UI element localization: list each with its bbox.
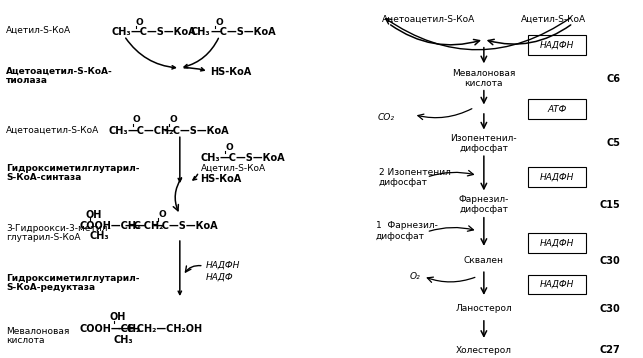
Text: C30: C30	[600, 304, 620, 314]
Text: CH₃: CH₃	[201, 153, 220, 163]
Text: C27: C27	[600, 345, 620, 355]
Text: НАДФН: НАДФН	[540, 280, 574, 289]
Text: CH₃: CH₃	[90, 231, 109, 241]
Text: C5: C5	[607, 138, 620, 148]
Text: O: O	[136, 18, 143, 27]
Text: НАДФ: НАДФ	[205, 273, 233, 282]
Text: 2 Изопентенил-
дифосфат: 2 Изопентенил- дифосфат	[379, 168, 454, 187]
Text: —C—S—КоА: —C—S—КоА	[220, 153, 285, 163]
Text: НАДФН: НАДФН	[540, 40, 574, 49]
Text: C30: C30	[600, 256, 620, 266]
Text: Ацетил-S-КоА: Ацетил-S-КоА	[201, 164, 266, 173]
Text: Гидроксиметилглутарил-: Гидроксиметилглутарил-	[6, 274, 140, 283]
Text: Мевалоновая: Мевалоновая	[6, 326, 69, 336]
Text: —C: —C	[118, 324, 135, 334]
FancyBboxPatch shape	[529, 233, 586, 253]
Text: —C—S—КоА: —C—S—КоА	[131, 27, 196, 37]
Text: OH: OH	[110, 312, 126, 322]
Text: Холестерол: Холестерол	[456, 345, 512, 355]
Text: HS-КоА: HS-КоА	[201, 174, 242, 184]
Text: Сквален: Сквален	[464, 256, 504, 265]
Text: Ацетил-S-КоА: Ацетил-S-КоА	[521, 15, 586, 24]
Text: O: O	[158, 210, 166, 219]
Text: CH₃: CH₃	[191, 27, 211, 37]
Text: —C—S—КоА: —C—S—КоА	[210, 27, 276, 37]
Text: CO₂: CO₂	[377, 112, 395, 122]
Text: кислота: кислота	[6, 335, 45, 345]
Text: O: O	[132, 115, 140, 125]
Text: 3-Гидроокси-3-метил-: 3-Гидроокси-3-метил-	[6, 224, 111, 233]
Text: —CH₂: —CH₂	[134, 221, 164, 231]
Text: O: O	[225, 143, 233, 152]
FancyBboxPatch shape	[529, 99, 586, 119]
Text: HS-КоА: HS-КоА	[210, 67, 251, 77]
Text: O: O	[169, 115, 177, 125]
FancyBboxPatch shape	[529, 35, 586, 54]
FancyBboxPatch shape	[529, 168, 586, 187]
Text: НАДФН: НАДФН	[205, 260, 240, 270]
Text: CH₃: CH₃	[111, 27, 131, 37]
Text: —C—S—КоА: —C—S—КоА	[164, 126, 230, 136]
Text: Ацетоацетил-S-КоА-: Ацетоацетил-S-КоА-	[6, 67, 113, 76]
Text: —C: —C	[124, 221, 141, 231]
Text: S-КоА-редуктаза: S-КоА-редуктаза	[6, 283, 96, 292]
Text: —C—CH₂: —C—CH₂	[127, 126, 174, 136]
Text: Мевалоновая
кислота: Мевалоновая кислота	[452, 69, 516, 88]
Text: Фарнезил-
дифосфат: Фарнезил- дифосфат	[458, 195, 509, 214]
Text: COOH—CH₂: COOH—CH₂	[80, 324, 141, 334]
Text: Ацетоацетил-S-КоА: Ацетоацетил-S-КоА	[382, 15, 475, 24]
Text: COOH—CH₂: COOH—CH₂	[80, 221, 141, 231]
FancyBboxPatch shape	[529, 275, 586, 294]
Text: Гидроксиметилглутарил-: Гидроксиметилглутарил-	[6, 164, 140, 173]
Text: НАДФН: НАДФН	[540, 238, 574, 247]
Text: глутарил-S-КоА: глутарил-S-КоА	[6, 233, 81, 242]
Text: Изопентенил-
дифосфат: Изопентенил- дифосфат	[451, 134, 517, 153]
Text: тиолаза: тиолаза	[6, 76, 48, 86]
Text: O₂: O₂	[410, 272, 421, 281]
Text: АТФ: АТФ	[547, 105, 566, 114]
Text: C15: C15	[600, 200, 620, 210]
Text: —CH₂—CH₂OH: —CH₂—CH₂OH	[128, 324, 203, 334]
Text: Ацетил-S-КоА: Ацетил-S-КоА	[6, 26, 71, 35]
Text: S-КоА-синтаза: S-КоА-синтаза	[6, 173, 82, 182]
Text: C6: C6	[607, 74, 620, 84]
Text: Ланостерол: Ланостерол	[455, 304, 512, 313]
Text: CH₃: CH₃	[108, 126, 128, 136]
Text: —C—S—КоА: —C—S—КоА	[153, 221, 219, 231]
Text: O: O	[215, 18, 223, 27]
Text: НАДФН: НАДФН	[540, 173, 574, 182]
Text: CH₃: CH₃	[114, 335, 133, 345]
Text: Ацетоацетил-S-КоА: Ацетоацетил-S-КоА	[6, 126, 100, 135]
Text: 1  Фарнезил-
дифосфат: 1 Фарнезил- дифосфат	[376, 221, 437, 241]
Text: OH: OH	[86, 210, 102, 220]
